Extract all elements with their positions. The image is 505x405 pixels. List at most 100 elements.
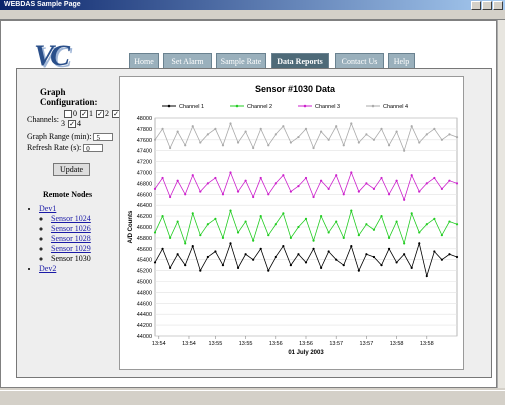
x-tick-label: 13:56 (299, 341, 313, 347)
window-controls (470, 1, 503, 14)
data-point (191, 244, 194, 248)
legend-label: Channel 4 (383, 104, 408, 110)
data-point (236, 141, 240, 144)
nav-button[interactable]: Data Reports (271, 53, 329, 69)
checkbox-label: 4 (77, 119, 81, 128)
data-point (372, 187, 376, 190)
data-point (244, 220, 247, 223)
data-point (176, 130, 179, 133)
data-point (312, 239, 315, 242)
data-point (342, 193, 345, 196)
data-point (304, 176, 308, 180)
refresh-select[interactable]: 0 (83, 144, 104, 153)
checkbox[interactable]: ✓ (96, 110, 104, 119)
x-tick-label: 13:54 (182, 341, 196, 347)
data-point (214, 127, 217, 130)
nav-button[interactable]: Set Alarm (163, 53, 212, 69)
close[interactable] (493, 1, 503, 10)
data-point (425, 223, 428, 226)
data-point (236, 190, 240, 193)
data-point (153, 187, 157, 190)
y-tick-label: 48000 (137, 116, 152, 122)
data-point (410, 266, 413, 269)
sensor-link[interactable]: Sensor 1024 (51, 214, 91, 223)
chart-frame: Sensor #1030 Data 01 July 2003 A/D Count… (119, 76, 464, 370)
checkbox-label: 2 (105, 109, 109, 118)
logo[interactable]: VC (34, 39, 70, 72)
nav-button[interactable]: Home (129, 53, 159, 69)
sensor-link[interactable]: Sensor 1029 (51, 244, 91, 253)
data-point (320, 130, 323, 133)
data-point (184, 242, 187, 245)
data-point (297, 185, 300, 188)
data-point (206, 133, 209, 136)
range-select[interactable]: 5 (93, 133, 114, 142)
y-tick-label: 46000 (137, 225, 152, 231)
nav-button[interactable]: Contact Us (335, 53, 384, 69)
data-point (214, 250, 217, 253)
data-point (236, 266, 240, 269)
data-point (229, 209, 232, 212)
data-point (365, 182, 368, 185)
data-point (418, 190, 421, 193)
data-point (169, 195, 172, 199)
status-bar (0, 390, 505, 405)
data-point (153, 231, 157, 234)
data-point (448, 133, 451, 136)
node-link[interactable]: Dev1 (39, 204, 57, 213)
data-point (244, 179, 247, 182)
checkbox[interactable]: ✓ (68, 120, 76, 129)
checkbox[interactable]: ✓ (80, 110, 88, 119)
data-point (289, 141, 292, 144)
data-point (297, 225, 300, 229)
minimize[interactable] (471, 1, 481, 10)
data-point (229, 242, 232, 245)
checkbox[interactable] (64, 110, 72, 119)
y-tick-label: 44400 (137, 312, 152, 318)
data-point (244, 130, 247, 133)
legend-marker (167, 104, 171, 108)
data-point (153, 261, 157, 264)
legend-marker (303, 104, 307, 108)
menu-bar (0, 10, 505, 20)
data-point (403, 149, 406, 152)
data-point (425, 274, 428, 278)
data-point (440, 234, 443, 237)
data-point (335, 220, 338, 223)
channel-option: ✓ 2 (93, 109, 109, 119)
legend-label: Channel 2 (247, 104, 272, 110)
sensor-link[interactable]: Sensor 1026 (51, 224, 91, 233)
checkbox-label: 0 (73, 109, 77, 118)
data-point (229, 171, 232, 174)
data-point (357, 190, 360, 193)
refresh-row: Refresh Rate (s): 0 (27, 143, 104, 153)
data-point (395, 261, 398, 264)
data-point (289, 190, 292, 193)
maximize[interactable] (482, 1, 492, 10)
data-point (403, 242, 406, 245)
y-tick-label: 44800 (137, 290, 152, 296)
data-point (410, 212, 413, 215)
data-point (335, 258, 338, 261)
sensor-item: Sensor 1029 (51, 244, 91, 254)
data-point (387, 247, 391, 250)
update-button[interactable]: Update (53, 163, 91, 176)
data-point (304, 217, 308, 220)
scrollbar[interactable] (497, 20, 505, 388)
node-item: Dev1Sensor 1024Sensor 1026Sensor 1028Sen… (39, 204, 91, 264)
data-point (350, 244, 353, 248)
data-point (365, 253, 368, 256)
sidebar: Graph Configuration: Channels: 0 ✓ 1 ✓ 2 ✓3 ✓ 4… (27, 87, 122, 273)
data-point (176, 179, 179, 182)
data-point (267, 193, 270, 196)
data-point (221, 193, 225, 196)
x-tick-label: 13:55 (239, 341, 253, 347)
sensor-link[interactable]: Sensor 1028 (51, 234, 91, 243)
checkbox-label: 3 (61, 119, 65, 128)
nav-button[interactable]: Help (388, 53, 415, 69)
nav-button[interactable]: Sample Rate (216, 53, 266, 69)
node-link[interactable]: Dev2 (39, 264, 57, 273)
data-point (342, 144, 345, 147)
data-point (448, 220, 451, 223)
data-point (199, 234, 202, 237)
